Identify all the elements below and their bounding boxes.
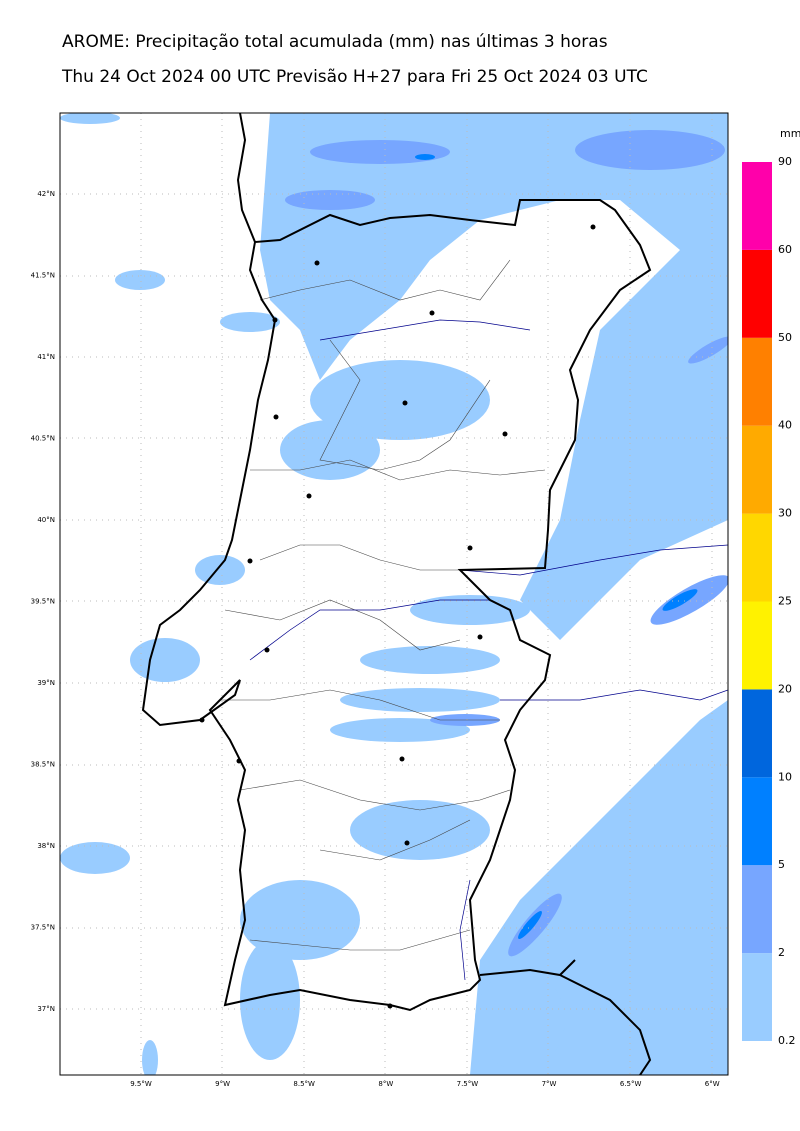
- colorbar-label: 90: [778, 155, 792, 168]
- rivers: [249, 319, 728, 981]
- subtitle: Thu 24 Oct 2024 00 UTC Previsão H+27 par…: [61, 67, 648, 87]
- colorbar-box: [742, 162, 772, 250]
- colorbar-label: 5: [778, 858, 785, 871]
- colorbar-label: 0.2: [778, 1034, 796, 1047]
- colorbar-label: 30: [778, 507, 792, 520]
- colorbar-box: [742, 689, 772, 778]
- colorbar-box: [742, 513, 772, 602]
- lat-label: 38.5°N: [31, 761, 55, 769]
- lat-label: 37°N: [37, 1005, 55, 1013]
- colorbar-label: 25: [778, 595, 792, 608]
- colorbar-label: 40: [778, 419, 792, 432]
- colorbar-box: [742, 425, 772, 514]
- lat-labels: 42°N 41.5°N 41°N 40.5°N 40°N 39.5°N 39°N 38.5°N…: [31, 190, 55, 1013]
- lat-label: 38°N: [37, 842, 55, 850]
- lat-label: 37.5°N: [31, 924, 55, 932]
- colorbar-box: [742, 337, 772, 426]
- lat-label: 40°N: [37, 516, 55, 524]
- colorbar-label: 50: [778, 331, 792, 344]
- colorbar-box: [742, 865, 772, 954]
- lat-label: 42°N: [37, 190, 55, 198]
- graticule: [60, 113, 728, 1075]
- lon-label: 9.5°W: [130, 1080, 152, 1088]
- map-frame: [59, 112, 729, 1076]
- lon-label: 7.5°W: [457, 1080, 479, 1088]
- colorbar-label: 60: [778, 243, 792, 256]
- district-borders: [220, 259, 546, 951]
- lat-label: 39.5°N: [31, 598, 55, 606]
- lon-label: 8.5°W: [293, 1080, 315, 1088]
- colorbar-box: [742, 953, 772, 1041]
- title: AROME: Precipitação total acumulada (mm)…: [62, 32, 608, 52]
- lat-label: 39°N: [37, 679, 55, 687]
- lon-label: 6°W: [705, 1080, 720, 1088]
- colorbar-box: [742, 249, 772, 338]
- lon-label: 7°W: [542, 1080, 557, 1088]
- precip-areas-heavy: [415, 154, 698, 940]
- cities: [199, 224, 596, 1009]
- colorbar-unit: mm: [780, 127, 800, 140]
- colorbar-label: 2: [778, 946, 785, 959]
- precip-areas: [60, 113, 728, 1075]
- lon-label: 6.5°W: [620, 1080, 642, 1088]
- map: [60, 113, 728, 1075]
- lat-label: 40.5°N: [31, 435, 55, 443]
- colorbar-box: [742, 777, 772, 866]
- colorbar-label: 10: [778, 770, 792, 783]
- lon-label: 9°W: [215, 1080, 230, 1088]
- coastline-border: [141, 199, 652, 1012]
- lat-label: 41.5°N: [31, 272, 55, 280]
- lat-label: 41°N: [37, 353, 55, 361]
- lon-labels: 9.5°W 9°W 8.5°W 8°W 7.5°W 7°W 6.5°W 6°W: [130, 1080, 719, 1088]
- lon-label: 8°W: [378, 1080, 393, 1088]
- colorbar-box: [742, 601, 772, 690]
- spain-coast: [236, 113, 652, 1075]
- colorbar-label: 20: [778, 682, 792, 695]
